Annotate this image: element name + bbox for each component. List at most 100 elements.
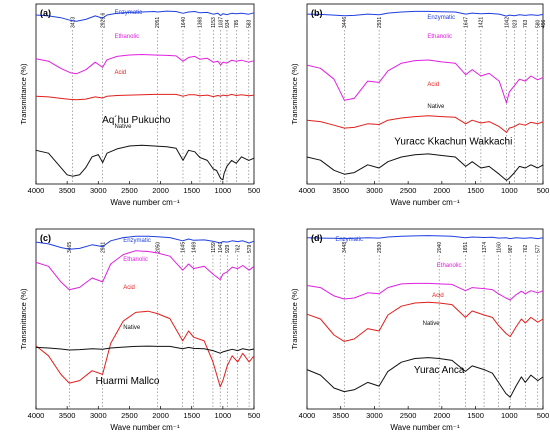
plot-frame [35,3,255,185]
series-label-ethanolic: Ethanolic [427,34,452,40]
series-line-ethanolic [306,282,544,301]
series-label-native: Native [114,124,132,130]
panel-letter: (a) [40,8,51,18]
series-line-enzymatic [35,10,255,22]
x-tick-label: 3000 [366,186,383,195]
panel-letter: (d) [311,233,323,243]
peak-label: 1469 [191,242,197,253]
x-tick-label: 1500 [467,186,484,195]
y-axis-label: Transmittance (%) [19,288,28,349]
series-label-acid: Acid [432,293,444,299]
series-line-acid [35,310,255,388]
x-tick-label: 500 [537,186,550,195]
sample-name: Aq´hu Pukucho [102,114,171,126]
series-line-enzymatic [35,235,255,250]
peak-label: 580 [535,19,541,28]
series-label-ethanolic: Ethanolic [123,257,148,263]
y-axis-label: Transmittance (%) [290,288,299,349]
peak-label: 2931 [100,242,106,253]
panel-1: 3446 2931 1647 1421 1042 923 763 580 496 Enzymati… [290,3,550,207]
peak-label: 579 [247,244,253,253]
x-tick-label: 4000 [28,186,45,195]
peak-label: 1368 [198,17,204,28]
series-label-ethanolic: Ethanolic [114,34,139,40]
x-tick-label: 4000 [299,186,316,195]
peak-label: 929 [225,244,231,253]
series-label-enzymatic: Enzymatic [427,15,455,21]
peak-label: 1153 [211,17,217,28]
peak-label: 1651 [463,242,469,253]
peak-label: 1374 [482,242,488,253]
x-tick-label: 3000 [90,411,107,420]
y-axis-label: Transmittance (%) [19,63,28,124]
x-tick-label: 4000 [28,411,45,420]
panel-3: 3448 2930 2040 1651 1374 1160 987 762 577 Enzymat… [290,228,549,432]
x-tick-label: 1000 [501,411,518,420]
series-line-ethanolic [35,250,255,291]
series-label-acid: Acid [427,82,439,88]
x-tick-label: 4000 [299,411,316,420]
peak-label: 3413 [70,17,76,28]
series-label-acid: Acid [123,285,135,291]
peak-label: 762 [523,244,529,253]
peak-label: 496 [541,19,547,28]
x-tick-label: 3500 [59,186,76,195]
series-line-acid [306,301,544,342]
peak-label: 577 [536,244,542,253]
peak-label: 2931 [377,17,383,28]
y-axis-label: Transmittance (%) [290,63,299,124]
x-tick-label: 1500 [183,186,200,195]
series-label-native: Native [423,321,441,327]
peak-label: 2050 [155,242,161,253]
x-tick-label: 2500 [400,186,417,195]
peak-label: 934 [225,19,231,28]
series-line-native [306,357,544,398]
x-tick-label: 1000 [501,186,518,195]
x-tick-label: 3000 [90,186,107,195]
x-tick-label: 500 [248,411,261,420]
sample-name: Huarmi Mallco [96,376,160,387]
peak-label: 1037 [218,17,224,28]
x-tick-label: 2000 [434,186,451,195]
peak-label: 2930 [377,242,383,253]
peak-label: 2929.6 [100,12,106,28]
peak-label: 2051 [155,17,161,28]
peak-label: 1159 [211,242,217,253]
x-axis-label: Wave number cm⁻¹ [110,198,180,207]
peak-label: 1042 [504,17,510,28]
x-tick-label: 2500 [400,411,417,420]
series-label-ethanolic: Ethanolic [437,263,462,269]
x-axis-label: Wave number cm⁻¹ [110,423,180,432]
series-line-acid [306,115,544,133]
peak-label: 1645 [180,242,186,253]
plot-frame [306,228,544,410]
panel-0: 3413 2929.6 2051 1640 1368 1153 1037 934 785 583 E… [19,3,261,207]
peak-label: 987 [508,244,514,253]
plot-frame [306,3,544,185]
peak-label: 583 [247,19,253,28]
peak-label: 3465 [67,242,73,253]
x-tick-label: 2000 [152,186,169,195]
x-tick-label: 3000 [366,411,383,420]
x-tick-label: 3500 [332,411,349,420]
x-tick-label: 2500 [121,411,138,420]
plot-frame [35,228,255,410]
peak-label: 1640 [181,17,187,28]
peak-label: 1421 [479,17,485,28]
x-tick-label: 2000 [434,411,451,420]
peak-label: 785 [234,19,240,28]
x-tick-label: 3500 [332,186,349,195]
x-tick-label: 2500 [121,186,138,195]
series-label-enzymatic: Enzymatic [335,237,363,243]
peak-label: 1647 [463,17,469,28]
series-line-native [35,144,255,181]
x-tick-label: 2000 [152,411,169,420]
series-line-native [306,153,544,181]
x-tick-label: 1500 [467,411,484,420]
x-tick-label: 500 [248,186,261,195]
peak-label: 923 [512,19,518,28]
panel-letter: (b) [311,8,323,18]
series-label-acid: Acid [114,70,126,76]
series-line-enzymatic [306,10,544,17]
peak-label: 3448 [342,242,348,253]
